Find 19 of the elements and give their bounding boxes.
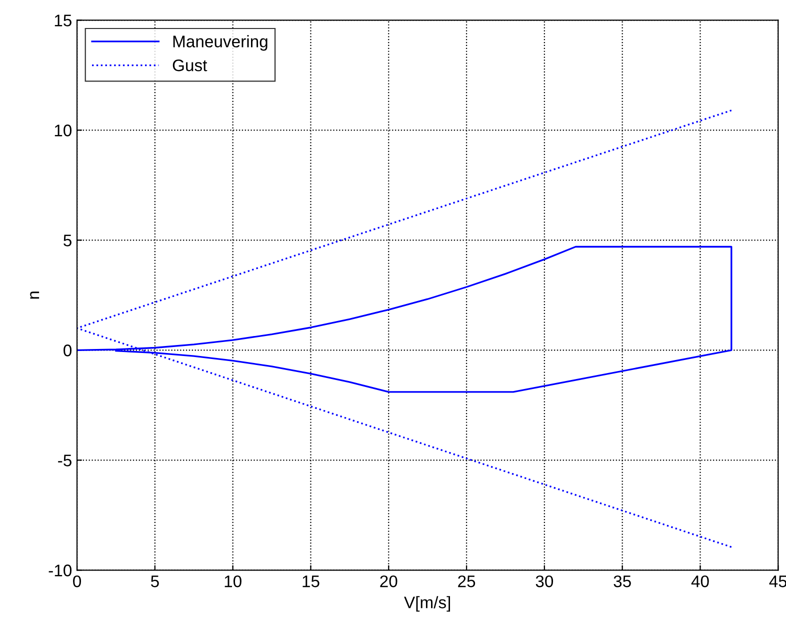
x-tick-label: 30 — [536, 575, 554, 588]
y-tick-label: -5 — [58, 454, 72, 466]
x-tick-label: 20 — [380, 575, 398, 588]
y-axis-title: n — [30, 292, 40, 299]
y-tick-label: 0 — [64, 344, 72, 356]
x-tick-label: 10 — [224, 575, 242, 588]
x-tick-label: 15 — [302, 576, 320, 588]
x-tick-label: 35 — [614, 575, 631, 588]
x-tick-label: 40 — [691, 575, 709, 588]
y-tick-label: 10 — [54, 124, 72, 136]
legend-label: Gust — [172, 59, 208, 72]
y-tick-label: 15 — [54, 14, 72, 26]
y-tick-label: 5 — [64, 234, 72, 246]
x-tick-label: 5 — [150, 576, 159, 588]
x-tick-label: 0 — [73, 575, 82, 588]
legend-label: Maneuvering — [173, 35, 268, 51]
y-tick-label: -10 — [48, 564, 72, 576]
x-axis-title: V[m/s] — [404, 596, 450, 612]
x-tick-label: 25 — [458, 575, 476, 588]
